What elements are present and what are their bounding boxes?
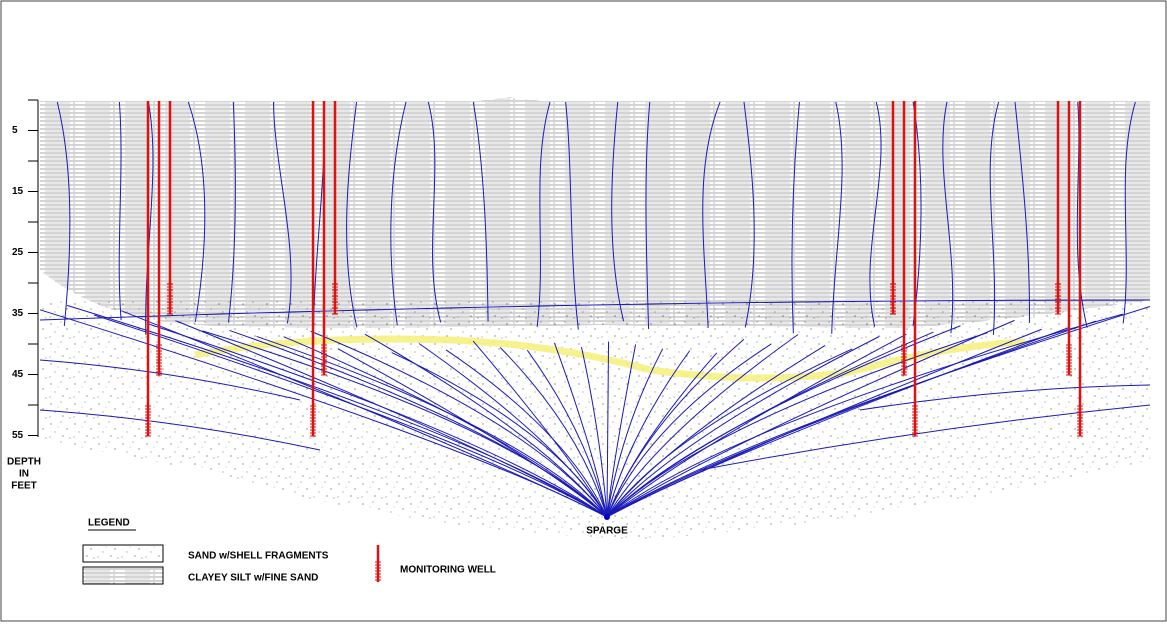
air-channel <box>93 314 608 518</box>
clay-layer <box>40 97 1150 328</box>
legend-title: LEGEND <box>88 518 130 529</box>
depth-label: FEET <box>11 481 37 492</box>
air-channel <box>346 101 358 328</box>
air-channel <box>227 101 236 323</box>
air-channel <box>39 409 321 451</box>
air-channel <box>427 101 442 323</box>
air-channel <box>553 342 608 518</box>
air-channel <box>472 340 608 518</box>
air-channel <box>606 341 610 518</box>
air-channel <box>229 329 608 518</box>
legend-label: SAND w/SHELL FRAGMENTS <box>188 551 329 562</box>
air-channel <box>859 384 1151 411</box>
air-channel <box>472 101 489 322</box>
air-channel <box>702 101 721 328</box>
air-channel <box>606 313 1124 518</box>
sparge-point <box>604 514 610 520</box>
legend-label: MONITORING WELL <box>400 565 496 576</box>
air-channel <box>536 101 551 327</box>
air-channel <box>606 327 1069 518</box>
air-channel <box>526 349 608 518</box>
air-channel <box>606 336 880 518</box>
air-channel <box>606 325 961 518</box>
air-channel <box>445 349 608 518</box>
air-channel <box>606 334 799 518</box>
air-channel <box>66 304 608 518</box>
air-channel <box>869 101 882 327</box>
legend-label: CLAYEY SILT w/FINE SAND <box>188 573 318 584</box>
air-channel <box>145 101 154 335</box>
air-channel <box>606 350 691 518</box>
depth-tick-label: 5 <box>12 125 18 136</box>
yellow-zone <box>194 335 1026 382</box>
depth-label: IN <box>19 469 29 480</box>
air-channel <box>912 101 922 326</box>
air-channel <box>118 101 122 321</box>
air-channel <box>1122 101 1136 324</box>
legend-swatch-clay <box>82 566 164 585</box>
air-channel <box>56 101 71 326</box>
air-channel <box>645 101 651 330</box>
air-channel <box>606 348 853 518</box>
air-channel <box>580 346 608 518</box>
air-channel <box>743 101 755 328</box>
air-channel <box>310 330 608 518</box>
air-channel <box>565 101 579 330</box>
air-channel <box>606 338 745 518</box>
air-channel <box>187 101 206 322</box>
air-channel <box>606 344 637 518</box>
air-channel <box>39 299 1151 321</box>
air-channel <box>499 347 608 518</box>
air-channel <box>39 359 301 401</box>
air-channel <box>606 320 1097 518</box>
air-channel <box>606 305 1151 518</box>
depth-tick-label: 25 <box>12 247 24 258</box>
depth-tick-label: 35 <box>12 308 24 319</box>
air-channel <box>337 348 608 518</box>
air-channel <box>390 101 407 326</box>
depth-tick-label: 45 <box>12 369 24 380</box>
air-channel <box>989 101 1000 335</box>
air-channel <box>942 101 954 334</box>
air-channel <box>699 404 1151 471</box>
air-channel <box>831 101 843 334</box>
depth-label: DEPTH <box>7 457 41 468</box>
air-channel <box>611 101 625 322</box>
air-channel <box>606 333 907 518</box>
air-channel <box>175 320 608 518</box>
air-channel <box>1014 101 1030 324</box>
depth-tick-label: 15 <box>12 186 24 197</box>
air-channel <box>273 101 292 324</box>
legend-swatch-sand <box>82 544 164 563</box>
air-channel <box>148 323 608 518</box>
depth-tick-label: 55 <box>12 430 24 441</box>
air-channel <box>121 310 608 518</box>
air-channel <box>606 348 664 518</box>
air-channel <box>418 343 608 518</box>
sparge-label: SPARGE <box>586 526 628 537</box>
air-channel <box>606 343 772 518</box>
